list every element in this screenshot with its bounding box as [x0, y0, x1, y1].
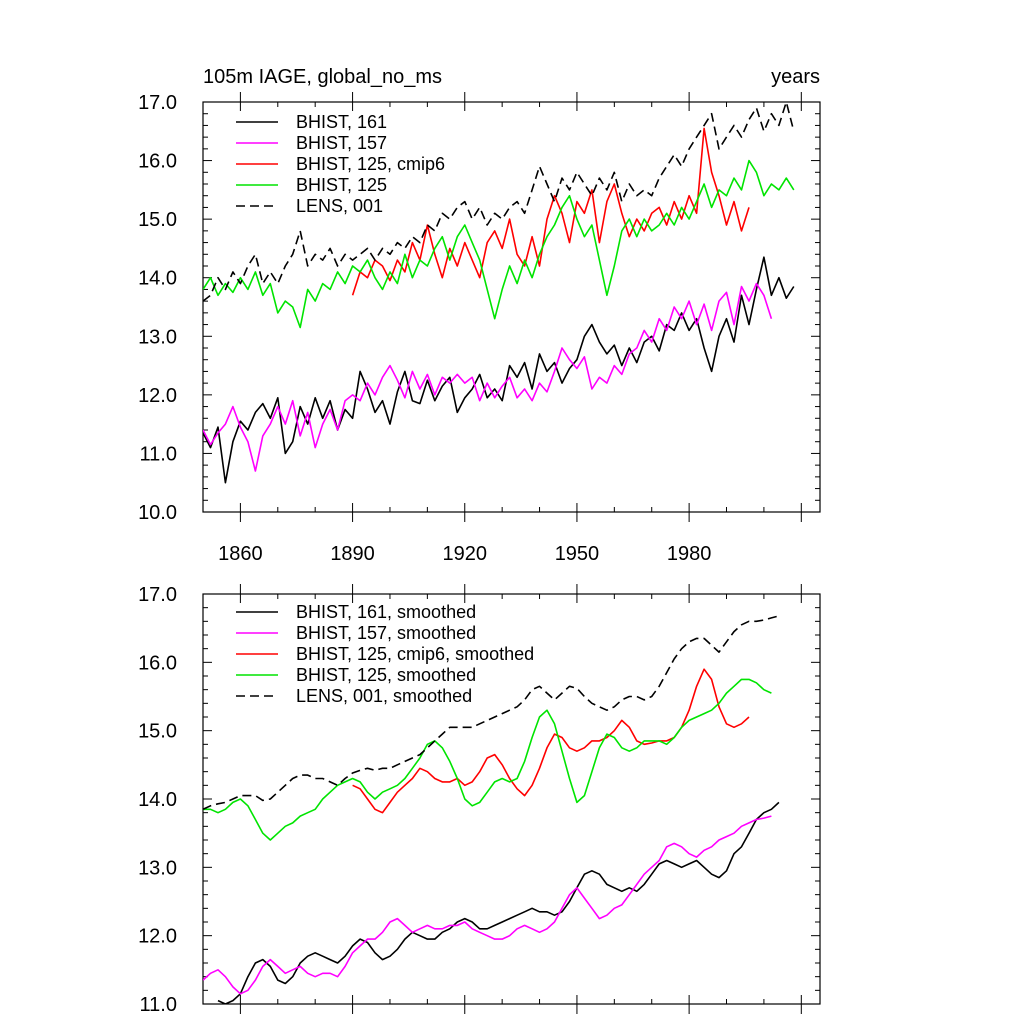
y-tick-label: 13.0 [138, 326, 177, 348]
series-line [203, 102, 795, 302]
legend-label: BHIST, 161, smoothed [296, 602, 476, 622]
top-plot-area: 10.0 11.0 12.0 13.0 14.0 15.0 16.0 17.0 1860 1890… [138, 92, 821, 565]
x-tick-label: 1920 [443, 543, 488, 565]
series-line [203, 678, 772, 841]
x-tick-label: 1950 [555, 543, 600, 565]
legend-label: BHIST, 125, cmip6 [296, 154, 445, 174]
series-line [203, 159, 795, 329]
legend-label: BHIST, 157 [296, 133, 387, 153]
series-line [203, 256, 795, 484]
series-line [203, 282, 773, 472]
legend-label: BHIST, 125 [296, 175, 387, 195]
y-tick-label: 17.0 [138, 92, 177, 114]
legend-label: LENS, 001 [296, 196, 383, 216]
legend-label: BHIST, 161 [296, 112, 387, 132]
y-tick-label: 14.0 [138, 268, 177, 290]
x-tick-label: 1890 [330, 543, 375, 565]
series-line [217, 801, 780, 1004]
legend-label: BHIST, 125, cmip6, smoothed [296, 644, 534, 664]
y-tick-label: 11.0 [140, 443, 177, 465]
series-line [352, 668, 750, 814]
legend-label: BHIST, 157, smoothed [296, 623, 476, 643]
y-tick-label: 15.0 [138, 721, 177, 743]
plot-frame [202, 101, 821, 513]
x-tick-label: 1860 [218, 543, 263, 565]
chart-title: 105m IAGE, global_no_ms [203, 66, 442, 88]
units-label: years [771, 66, 820, 88]
series-line [203, 615, 780, 811]
legend-label: BHIST, 125, smoothed [296, 665, 476, 685]
y-tick-label: 13.0 [138, 857, 177, 879]
y-tick-label: 15.0 [138, 209, 177, 231]
y-tick-label: 12.0 [138, 385, 177, 407]
y-tick-label: 16.0 [138, 151, 177, 173]
y-tick-label: 12.0 [138, 926, 177, 948]
series-line [203, 815, 772, 995]
y-tick-label: 16.0 [138, 652, 177, 674]
series-line [351, 127, 750, 296]
bottom-plot-area: 11.0 12.0 13.0 14.0 15.0 16.0 17.0 BHIST, 161, … [138, 584, 821, 1016]
legend-label: LENS, 001, smoothed [296, 686, 472, 706]
x-tick-label: 1980 [667, 543, 712, 565]
y-tick-label: 10.0 [138, 502, 177, 524]
y-tick-label: 11.0 [140, 994, 177, 1016]
bottom-panel: 11.0 12.0 13.0 14.0 15.0 16.0 17.0 BHIST, 161, … [138, 584, 821, 1016]
y-tick-label: 17.0 [138, 584, 177, 606]
top-panel: 105m IAGE, global_no_ms years 10.0 11.0 12… [138, 66, 821, 565]
y-tick-label: 14.0 [138, 789, 177, 811]
